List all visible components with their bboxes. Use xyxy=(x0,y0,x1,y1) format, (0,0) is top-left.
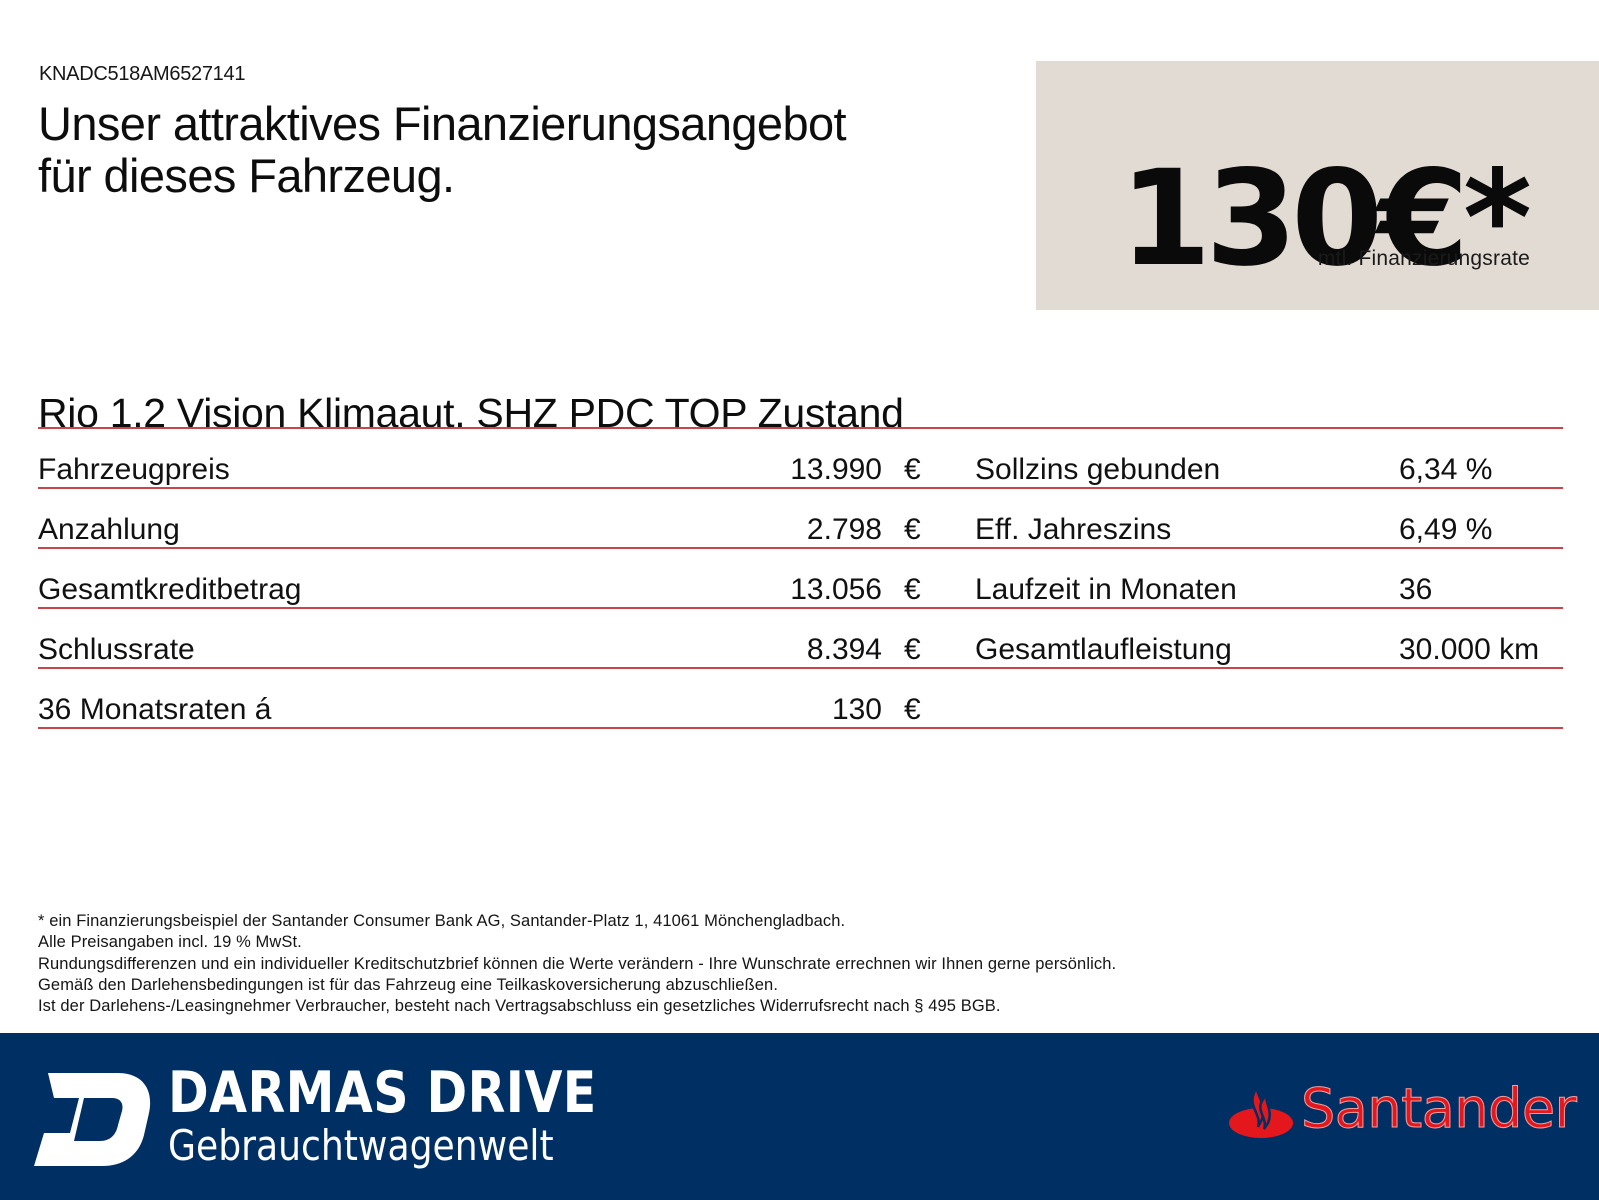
row-unit: € xyxy=(904,513,921,546)
vehicle-title: Rio 1.2 Vision Klimaaut. SHZ PDC TOP Zus… xyxy=(38,390,904,436)
row-value: 13.056 xyxy=(790,573,882,606)
row-label: Laufzeit in Monaten xyxy=(975,573,1237,606)
headline: Unser attraktives Finanzierungsangebot f… xyxy=(38,97,847,202)
row-value: 6,34 % xyxy=(1399,453,1493,486)
santander-logo: Santander xyxy=(1228,1073,1577,1153)
row-value: 13.990 xyxy=(790,453,882,486)
footnote-line: Ist der Darlehens-/Leasingnehmer Verbrau… xyxy=(38,997,1001,1016)
row-unit: € xyxy=(904,693,921,726)
row-value: 6,49 % xyxy=(1399,513,1493,546)
santander-flame-icon xyxy=(1229,1080,1293,1138)
divider-line xyxy=(38,607,1563,609)
row-value: 8.394 xyxy=(806,633,882,666)
row-label: Fahrzeugpreis xyxy=(38,453,230,486)
row-label: Anzahlung xyxy=(38,513,180,546)
row-label: Schlussrate xyxy=(38,633,195,666)
santander-wordmark: Santander xyxy=(1300,1077,1577,1140)
dealer-subtitle: Gebrauchtwagenwelt xyxy=(168,1121,554,1170)
dealer-name: DARMAS DRIVE xyxy=(168,1060,597,1126)
footnote-line: Alle Preisangaben incl. 19 % MwSt. xyxy=(38,933,302,952)
row-value: 36 xyxy=(1399,573,1433,606)
row-value: 30.000 km xyxy=(1399,633,1540,666)
row-unit: € xyxy=(904,633,921,666)
row-label: Gesamtlaufleistung xyxy=(975,633,1232,666)
divider-line xyxy=(38,727,1563,729)
footer-band: DARMAS DRIVE Gebrauchtwagenwelt Santande… xyxy=(0,1033,1599,1200)
row-value: 2.798 xyxy=(806,513,882,546)
footnotes: * ein Finanzierungsbeispiel der Santande… xyxy=(38,911,1116,1017)
row-label: 36 Monatsraten á xyxy=(38,693,272,726)
headline-line-2: für dieses Fahrzeug. xyxy=(38,149,455,202)
monthly-rate-amount: 130€* xyxy=(1119,142,1532,296)
row-label: Eff. Jahreszins xyxy=(975,513,1172,546)
divider-line xyxy=(38,667,1563,669)
footnote-line: Rundungsdifferenzen und ein individuelle… xyxy=(38,954,1117,973)
monthly-rate-caption: mtl. Finanzierungsrate xyxy=(1317,247,1530,270)
d-letter-logo-icon xyxy=(34,1073,151,1166)
divider-line xyxy=(38,547,1563,549)
footnote-line: Gemäß den Darlehensbedingungen ist für d… xyxy=(38,975,779,994)
footnote-line: * ein Finanzierungsbeispiel der Santande… xyxy=(38,912,846,930)
row-unit: € xyxy=(904,453,921,486)
row-label: Gesamtkreditbetrag xyxy=(38,573,302,606)
row-value: 130 xyxy=(831,693,882,726)
vin-number: KNADC518AM6527141 xyxy=(39,63,246,85)
row-label: Sollzins gebunden xyxy=(975,453,1221,486)
divider-line xyxy=(38,487,1563,489)
row-unit: € xyxy=(904,573,921,606)
divider-line xyxy=(38,427,1563,429)
monthly-rate-box: 130€* mtl. Finanzierungsrate xyxy=(1036,61,1599,310)
headline-line-1: Unser attraktives Finanzierungsangebot xyxy=(38,97,847,150)
